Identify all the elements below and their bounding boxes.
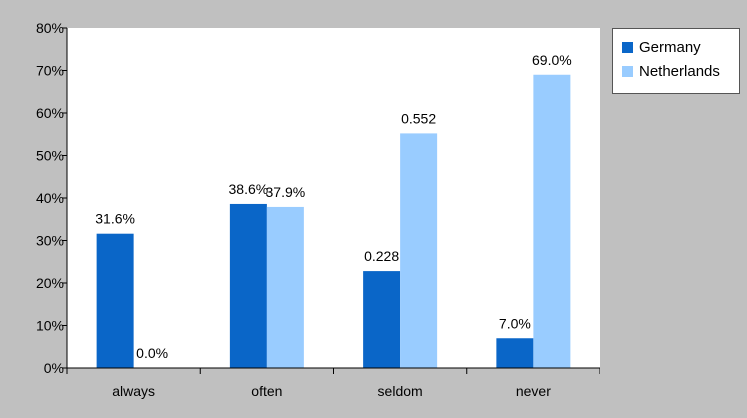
data-label-germany-never: 7.0% (499, 315, 531, 331)
bar-germany-always (96, 233, 134, 368)
legend-label-netherlands: Netherlands (639, 62, 720, 80)
y-tick-label: 20% (36, 275, 64, 291)
data-label-netherlands-often: 37.9% (266, 184, 306, 200)
data-label-germany-always: 31.6% (95, 211, 135, 227)
y-tick-label: 10% (36, 318, 64, 334)
legend-swatch-netherlands (622, 65, 633, 77)
bar-netherlands-often (266, 206, 304, 368)
bar-netherlands-never (533, 74, 571, 368)
legend-item-netherlands: Netherlands (622, 59, 739, 83)
bar-germany-seldom (363, 271, 401, 368)
legend-label-germany: Germany (639, 38, 701, 56)
bar-chart: 31.6% 0.0% 38.6%37.9% 0.228 0.552 7.0% 69.0% a… (36, 20, 600, 399)
x-tick-label-always: always (112, 383, 155, 399)
plot-area (67, 28, 600, 368)
data-label-germany-often: 38.6% (229, 181, 269, 197)
y-tick-label: 30% (36, 233, 64, 249)
legend-swatch-germany (622, 41, 633, 53)
y-tick-label: 60% (36, 105, 64, 121)
y-tick-label: 50% (36, 148, 64, 164)
x-tick-label-never: never (516, 383, 551, 399)
data-label-netherlands-seldom: 0.552 (401, 110, 436, 126)
y-tick-label: 80% (36, 20, 64, 36)
bar-netherlands-seldom (400, 133, 438, 368)
legend-item-germany: Germany (622, 35, 739, 59)
bar-germany-never (496, 338, 534, 368)
x-tick-label-often: often (251, 383, 282, 399)
x-tick-label-seldom: seldom (378, 383, 423, 399)
y-tick-label: 40% (36, 190, 64, 206)
y-tick-label: 70% (36, 63, 64, 79)
y-tick-label: 0% (44, 360, 64, 376)
bar-germany-often (229, 203, 267, 368)
data-label-germany-seldom: 0.228 (364, 248, 399, 264)
data-label-netherlands-always: 0.0% (136, 345, 168, 361)
data-label-netherlands-never: 69.0% (532, 52, 572, 68)
legend: Germany Netherlands (612, 28, 740, 94)
